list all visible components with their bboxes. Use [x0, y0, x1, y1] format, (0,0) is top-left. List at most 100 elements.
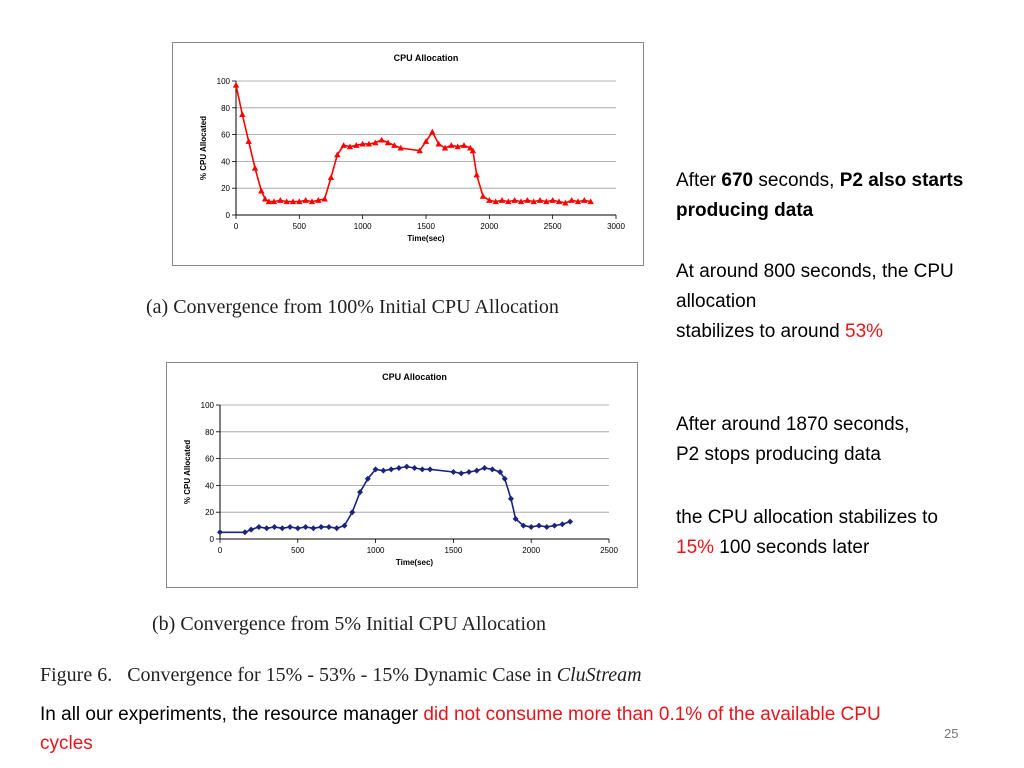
note-3-line-1: After around 1870 seconds, — [676, 414, 910, 435]
footnote-text: In all our experiments, the resource man… — [40, 704, 424, 725]
note-1-text-a: After — [676, 170, 722, 191]
chart-a-point — [473, 171, 480, 178]
chart-a-point — [429, 128, 436, 135]
caption-a: (a) Convergence from 100% Initial CPU Al… — [146, 296, 559, 318]
chart-b-point — [559, 521, 566, 528]
footnote: In all our experiments, the resource man… — [40, 700, 900, 758]
figure-caption-text: Convergence for 15% - 53% - 15% Dynamic … — [127, 664, 557, 686]
chart-b-point — [473, 467, 480, 474]
chart-a-xtick-label: 1500 — [417, 222, 435, 231]
chart-b-point — [481, 464, 488, 471]
chart-a-point — [289, 198, 297, 205]
chart-b-series-line — [220, 465, 571, 534]
chart-b-point — [263, 525, 270, 532]
chart-a-point — [498, 197, 506, 203]
chart-b-point — [380, 467, 387, 474]
chart-a-point — [568, 197, 575, 203]
chart-a-point — [454, 143, 461, 150]
chart-b-point — [528, 523, 535, 530]
chart-a-point — [296, 198, 303, 205]
chart-a-point — [245, 138, 252, 144]
chart-a-ytick-label: 20 — [221, 184, 230, 193]
chart-b-point — [302, 523, 309, 530]
chart-b-point — [403, 463, 410, 470]
chart-a-point — [469, 147, 477, 154]
chart-a-point — [346, 143, 354, 150]
note-4-line-2: 100 seconds later — [714, 537, 870, 558]
chart-a-xtick-label: 2000 — [480, 222, 498, 231]
chart-a-point — [277, 197, 284, 203]
note-2-line-1: At around 800 seconds, the CPU allocatio… — [676, 261, 954, 312]
chart-b-point — [364, 475, 371, 482]
chart-b-point — [287, 523, 294, 530]
chart-b-point — [551, 522, 558, 529]
chart-a-point — [315, 197, 322, 203]
chart-a-point — [562, 199, 569, 206]
chart-b-xtick-label: 1000 — [367, 546, 385, 555]
chart-a-point — [422, 138, 430, 144]
chart-a-ytick-label: 80 — [221, 104, 230, 113]
chart-a-series-line — [235, 84, 591, 204]
chart-b-ytick-label: 40 — [205, 481, 214, 490]
chart-b-point — [255, 523, 262, 530]
chart-b-ytick-label: 60 — [205, 455, 214, 464]
chart-a-point — [467, 144, 474, 151]
chart-a-point — [372, 139, 379, 146]
caption-b: (b) Convergence from 5% Initial CPU Allo… — [152, 613, 546, 635]
chart-a-point — [327, 174, 335, 181]
chart-b-point — [465, 469, 472, 475]
chart-b-point — [512, 515, 519, 522]
chart-a-point — [239, 111, 246, 118]
chart-a-point — [479, 193, 487, 199]
chart-b-point — [271, 523, 278, 530]
chart-a-point — [308, 198, 316, 205]
chart-b-point — [507, 495, 514, 502]
note-2-line-2: stabilizes to around — [676, 321, 845, 342]
chart-a-ytick-label: 40 — [221, 157, 230, 166]
chart-a-xtick-label: 3000 — [607, 222, 625, 231]
chart-b-point — [567, 518, 574, 525]
chart-b-point — [357, 489, 364, 496]
chart-a-point — [353, 142, 360, 148]
chart-a-point — [283, 198, 290, 205]
chart-a-point — [321, 195, 328, 202]
chart-a-point — [581, 197, 588, 203]
chart-a-ytick-label: 100 — [217, 77, 231, 86]
note-4: the CPU allocation stabilizes to 15% 100… — [676, 503, 1016, 563]
note-1-bold-b: P2 also starts producing data — [676, 170, 964, 221]
chart-a-xtick-label: 1000 — [354, 222, 372, 231]
chart-a-point — [587, 198, 594, 205]
chart-a-point — [486, 197, 493, 203]
chart-b-point — [310, 525, 317, 532]
chart-b-xtick-label: 0 — [218, 546, 223, 555]
chart-b-ytick-label: 80 — [205, 428, 214, 437]
note-1: After 670 seconds, P2 also starts produc… — [676, 166, 1016, 226]
chart-b-point — [395, 464, 402, 471]
chart-b-point — [341, 522, 348, 529]
chart-a-ytick-label: 60 — [221, 131, 230, 140]
chart-a-point — [435, 140, 442, 147]
chart-b-xtick-label: 1500 — [445, 546, 463, 555]
chart-b-ytick-label: 100 — [201, 401, 215, 410]
chart-a-point — [251, 164, 259, 171]
chart-b-ylabel: % CPU Allocated — [183, 440, 192, 504]
chart-a-point — [261, 195, 269, 202]
chart-b-title: CPU Allocation — [382, 372, 447, 382]
chart-b-ytick-label: 0 — [210, 535, 215, 544]
chart-b-point — [458, 470, 465, 477]
page-number: 25 — [944, 726, 959, 741]
note-1-bold-a: 670 — [721, 170, 754, 191]
chart-a-ylabel: % CPU Allocated — [199, 116, 208, 180]
chart-a-point — [265, 198, 273, 205]
chart-b-point — [279, 525, 286, 532]
chart-a-point — [441, 144, 449, 151]
chart-b-point — [248, 526, 255, 533]
chart-b-point — [543, 523, 550, 530]
chart-a-point — [574, 198, 582, 205]
note-3-line-2: P2 stops producing data — [676, 444, 881, 465]
chart-b-point — [497, 469, 504, 475]
chart-a-point — [492, 198, 499, 205]
chart-b-point — [294, 525, 301, 532]
chart-a-point — [505, 198, 512, 205]
